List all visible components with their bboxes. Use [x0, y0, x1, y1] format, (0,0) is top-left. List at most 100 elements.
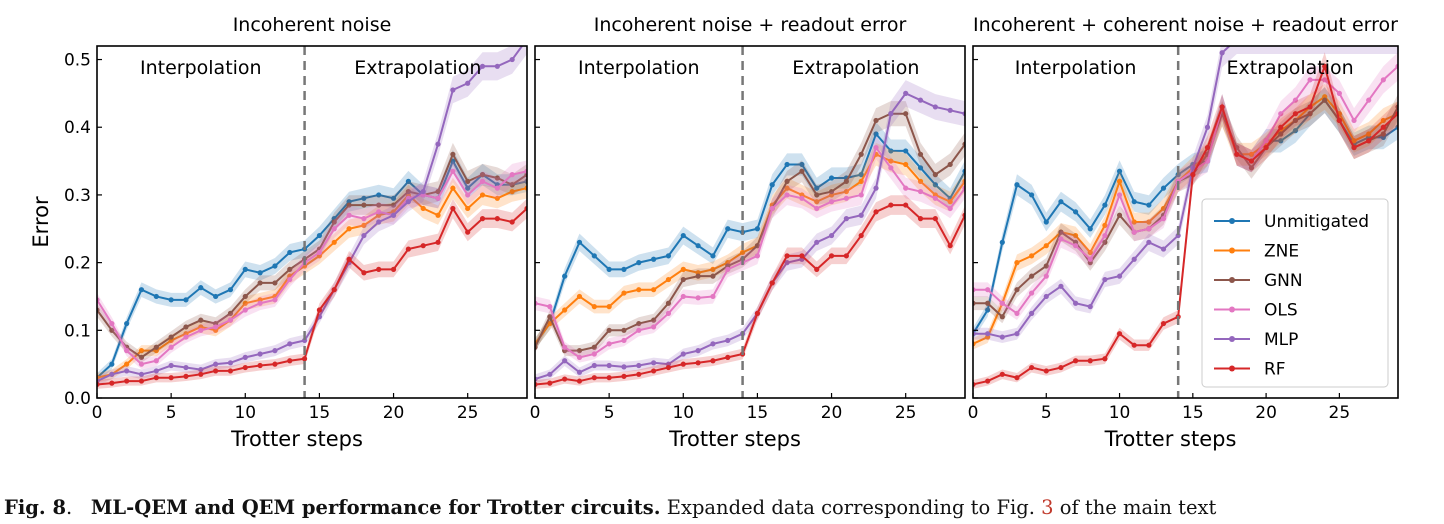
- x-tick-label: 0: [968, 403, 979, 423]
- series-band: [535, 135, 965, 363]
- data-point: [1014, 287, 1020, 293]
- data-point: [999, 239, 1005, 245]
- data-point: [138, 354, 145, 360]
- data-point: [873, 144, 879, 151]
- data-point: [1190, 172, 1196, 178]
- data-point: [621, 337, 627, 344]
- legend-marker-ols: [1229, 306, 1235, 313]
- data-point: [932, 182, 938, 188]
- data-point: [1175, 232, 1181, 239]
- data-point: [606, 327, 612, 333]
- data-point: [390, 202, 397, 208]
- data-point: [873, 209, 879, 215]
- data-point: [183, 334, 189, 340]
- data-point: [227, 360, 234, 366]
- data-point: [198, 327, 204, 333]
- figure: Incoherent noise Interpolation Extrapolati…: [29, 14, 1399, 451]
- data-point: [591, 375, 597, 381]
- data-point: [435, 195, 441, 201]
- data-point: [272, 297, 278, 303]
- data-point: [1248, 165, 1255, 171]
- data-point: [420, 188, 426, 195]
- data-point: [509, 56, 515, 63]
- data-point: [888, 202, 894, 208]
- data-point: [1336, 117, 1342, 124]
- data-point: [331, 219, 337, 225]
- legend-entry-unmitigated: Unmitigated: [1264, 212, 1369, 232]
- data-point: [479, 192, 486, 198]
- data-point: [1219, 104, 1225, 110]
- data-point: [1278, 131, 1284, 137]
- series-band: [535, 122, 965, 350]
- data-point: [1204, 124, 1211, 130]
- series-band: [97, 160, 527, 370]
- data-point: [947, 161, 953, 168]
- data-point: [769, 205, 775, 212]
- x-tick-label: 25: [1329, 403, 1351, 423]
- data-point: [985, 378, 991, 384]
- data-point: [494, 175, 500, 181]
- data-point: [465, 192, 471, 198]
- data-point: [932, 104, 938, 110]
- data-point: [985, 307, 991, 313]
- data-point: [1043, 293, 1049, 300]
- data-point: [390, 266, 397, 272]
- legend-entry-mlp: MLP: [1264, 330, 1298, 350]
- caption-figure-reference[interactable]: 3: [1041, 496, 1054, 519]
- data-point: [784, 260, 790, 266]
- data-point: [1380, 131, 1386, 137]
- data-point: [198, 285, 204, 291]
- data-point: [376, 192, 382, 198]
- data-point: [695, 295, 701, 301]
- data-point: [888, 165, 894, 171]
- data-point: [257, 270, 263, 276]
- data-point: [494, 63, 500, 69]
- data-point: [769, 280, 775, 286]
- data-point: [1307, 77, 1313, 83]
- data-point: [1087, 256, 1093, 262]
- data-point: [828, 175, 835, 181]
- data-point: [1380, 117, 1386, 124]
- data-point: [873, 185, 879, 191]
- data-point: [1292, 111, 1299, 117]
- x-tick-label: 20: [821, 403, 843, 423]
- data-point: [606, 362, 612, 369]
- data-point: [1102, 222, 1108, 228]
- region-label-interpolation: Interpolation: [578, 57, 700, 79]
- data-point: [917, 178, 924, 184]
- data-point: [124, 320, 130, 327]
- data-point: [109, 320, 115, 327]
- data-point: [1131, 342, 1137, 348]
- data-point: [465, 80, 471, 86]
- data-point: [591, 344, 597, 350]
- data-point: [124, 348, 130, 354]
- data-point: [769, 182, 775, 188]
- data-point: [138, 361, 145, 367]
- data-point: [257, 351, 263, 357]
- data-point: [547, 304, 553, 310]
- chart-title: Incoherent + coherent noise + readout er…: [973, 14, 1398, 36]
- data-point: [1263, 144, 1269, 151]
- data-point: [1014, 375, 1020, 381]
- y-tick-label: 0.1: [64, 321, 91, 341]
- data-point: [1263, 138, 1269, 144]
- data-point: [272, 263, 278, 269]
- data-point: [576, 354, 583, 360]
- data-point: [1322, 63, 1328, 69]
- data-point: [1116, 178, 1123, 184]
- data-point: [1160, 185, 1167, 191]
- data-point: [636, 287, 642, 293]
- data-point: [287, 358, 293, 364]
- figure-caption: Fig. 8. ML-QEM and QEM performance for T…: [4, 496, 1217, 519]
- x-tick-label: 15: [309, 403, 331, 423]
- data-point: [695, 348, 701, 354]
- y-tick-label: 0.5: [64, 51, 91, 71]
- data-point: [272, 361, 278, 367]
- data-point: [903, 90, 909, 96]
- caption-text: Expanded data corresponding to Fig.: [666, 496, 1035, 519]
- data-point: [680, 351, 686, 357]
- data-point: [710, 341, 716, 347]
- series-zne: [97, 177, 527, 383]
- data-point: [710, 253, 716, 259]
- data-point: [465, 205, 471, 212]
